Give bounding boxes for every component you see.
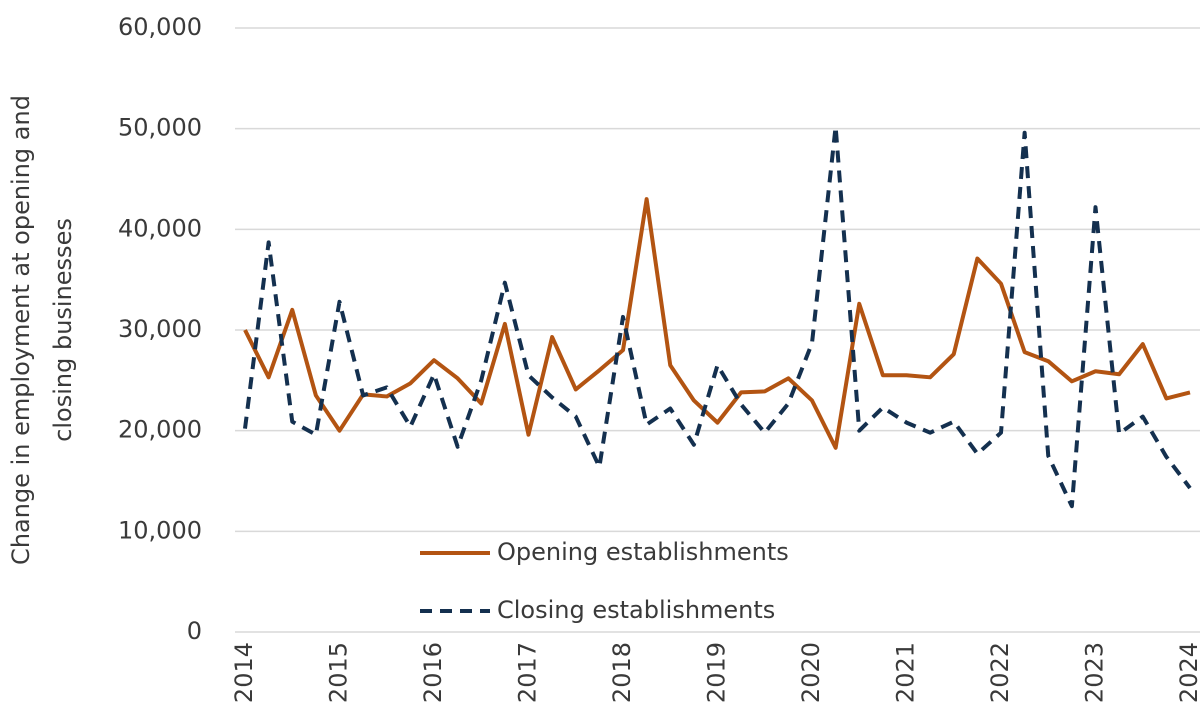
y-tick-label: 20,000	[118, 416, 202, 444]
y-axis-title: closing businesses	[49, 218, 77, 442]
x-tick-label: 2023	[1081, 642, 1109, 703]
x-tick-label: 2022	[986, 642, 1014, 703]
y-tick-label: 10,000	[118, 516, 202, 544]
y-tick-label: 0	[187, 617, 202, 645]
line-series	[243, 124, 1192, 509]
y-tick-label: 30,000	[118, 315, 202, 343]
line-series	[243, 197, 1191, 450]
x-tick-label: 2021	[892, 642, 920, 703]
legend-label: Closing establishments	[497, 596, 775, 624]
y-tick-label: 40,000	[118, 214, 202, 242]
x-tick-label: 2024	[1175, 642, 1202, 703]
x-tick-label: 2017	[514, 642, 542, 703]
x-tick-label: 2019	[703, 642, 731, 703]
x-tick-label: 2018	[608, 642, 636, 703]
x-tick-label: 2020	[797, 642, 825, 703]
y-tick-label: 60,000	[118, 13, 202, 41]
y-tick-label: 50,000	[118, 114, 202, 142]
legend-label: Opening establishments	[497, 538, 789, 566]
x-tick-label: 2015	[325, 642, 353, 703]
y-axis-title: Change in employment at opening and	[7, 95, 35, 565]
x-tick-label: 2016	[419, 642, 447, 703]
x-tick-label: 2014	[230, 642, 258, 703]
